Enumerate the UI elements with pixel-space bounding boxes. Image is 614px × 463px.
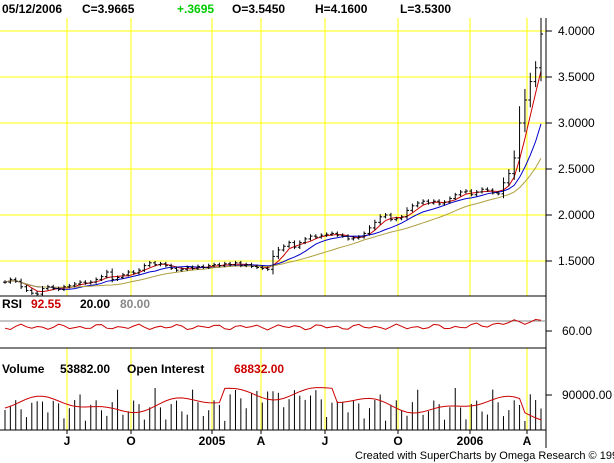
price-header: 05/12/2006 C=3.9665 +.3695 O=3.5450 H=4.…: [2, 2, 451, 16]
header-change: +.3695: [177, 2, 214, 16]
footer-credit: Created with SuperCharts by Omega Resear…: [355, 450, 614, 462]
header-low: L=3.5300: [400, 2, 451, 16]
y-tick-label: 2.0000: [558, 208, 595, 222]
x-tick-label: J: [64, 434, 71, 448]
header-high: H=4.1600: [315, 2, 368, 16]
open-interest-line: [4, 387, 542, 421]
rsi-label: RSI: [2, 297, 22, 311]
y-tick-label: 3.0000: [558, 116, 595, 130]
open-interest-label: Open Interest: [127, 362, 204, 376]
volume-panel: Volume 53882.00 Open Interest 68832.00 9…: [2, 362, 612, 430]
volume-y-tick: 90000.00: [562, 388, 612, 402]
x-tick-label: J: [322, 434, 329, 448]
x-tick-label: A: [257, 434, 266, 448]
rsi-value: 92.55: [31, 297, 61, 311]
ohlc-bars: [3, 17, 543, 297]
volume-value: 53882.00: [60, 362, 110, 376]
x-tick-label: O: [126, 434, 135, 448]
x-tick-label: 2005: [199, 434, 226, 448]
header-date: 05/12/2006: [2, 2, 62, 16]
x-tick-label: A: [523, 434, 532, 448]
rsi-panel: RSI 92.55 20.00 80.00 60.00: [0, 297, 592, 349]
rsi-y-tick: 60.00: [562, 324, 592, 338]
y-tick-label: 2.5000: [558, 162, 595, 176]
x-axis: J O 2005 A J O 2006 A: [64, 430, 532, 448]
rsi-lower-level: 20.00: [80, 297, 110, 311]
price-y-axis: 4.0000 3.5000 3.0000 2.5000 2.0000 1.5000: [546, 24, 595, 268]
y-tick-label: 4.0000: [558, 24, 595, 38]
x-tick-label: 2006: [457, 434, 484, 448]
x-tick-label: O: [393, 434, 402, 448]
y-tick-label: 1.5000: [558, 254, 595, 268]
rsi-line: [4, 318, 542, 331]
header-close: C=3.9665: [82, 2, 135, 16]
y-tick-label: 3.5000: [558, 70, 595, 84]
volume-bars: [4, 388, 542, 430]
volume-label: Volume: [2, 362, 45, 376]
header-open: O=3.5450: [232, 2, 285, 16]
rsi-upper-level: 80.00: [120, 297, 150, 311]
open-interest-value: 68832.00: [234, 362, 284, 376]
